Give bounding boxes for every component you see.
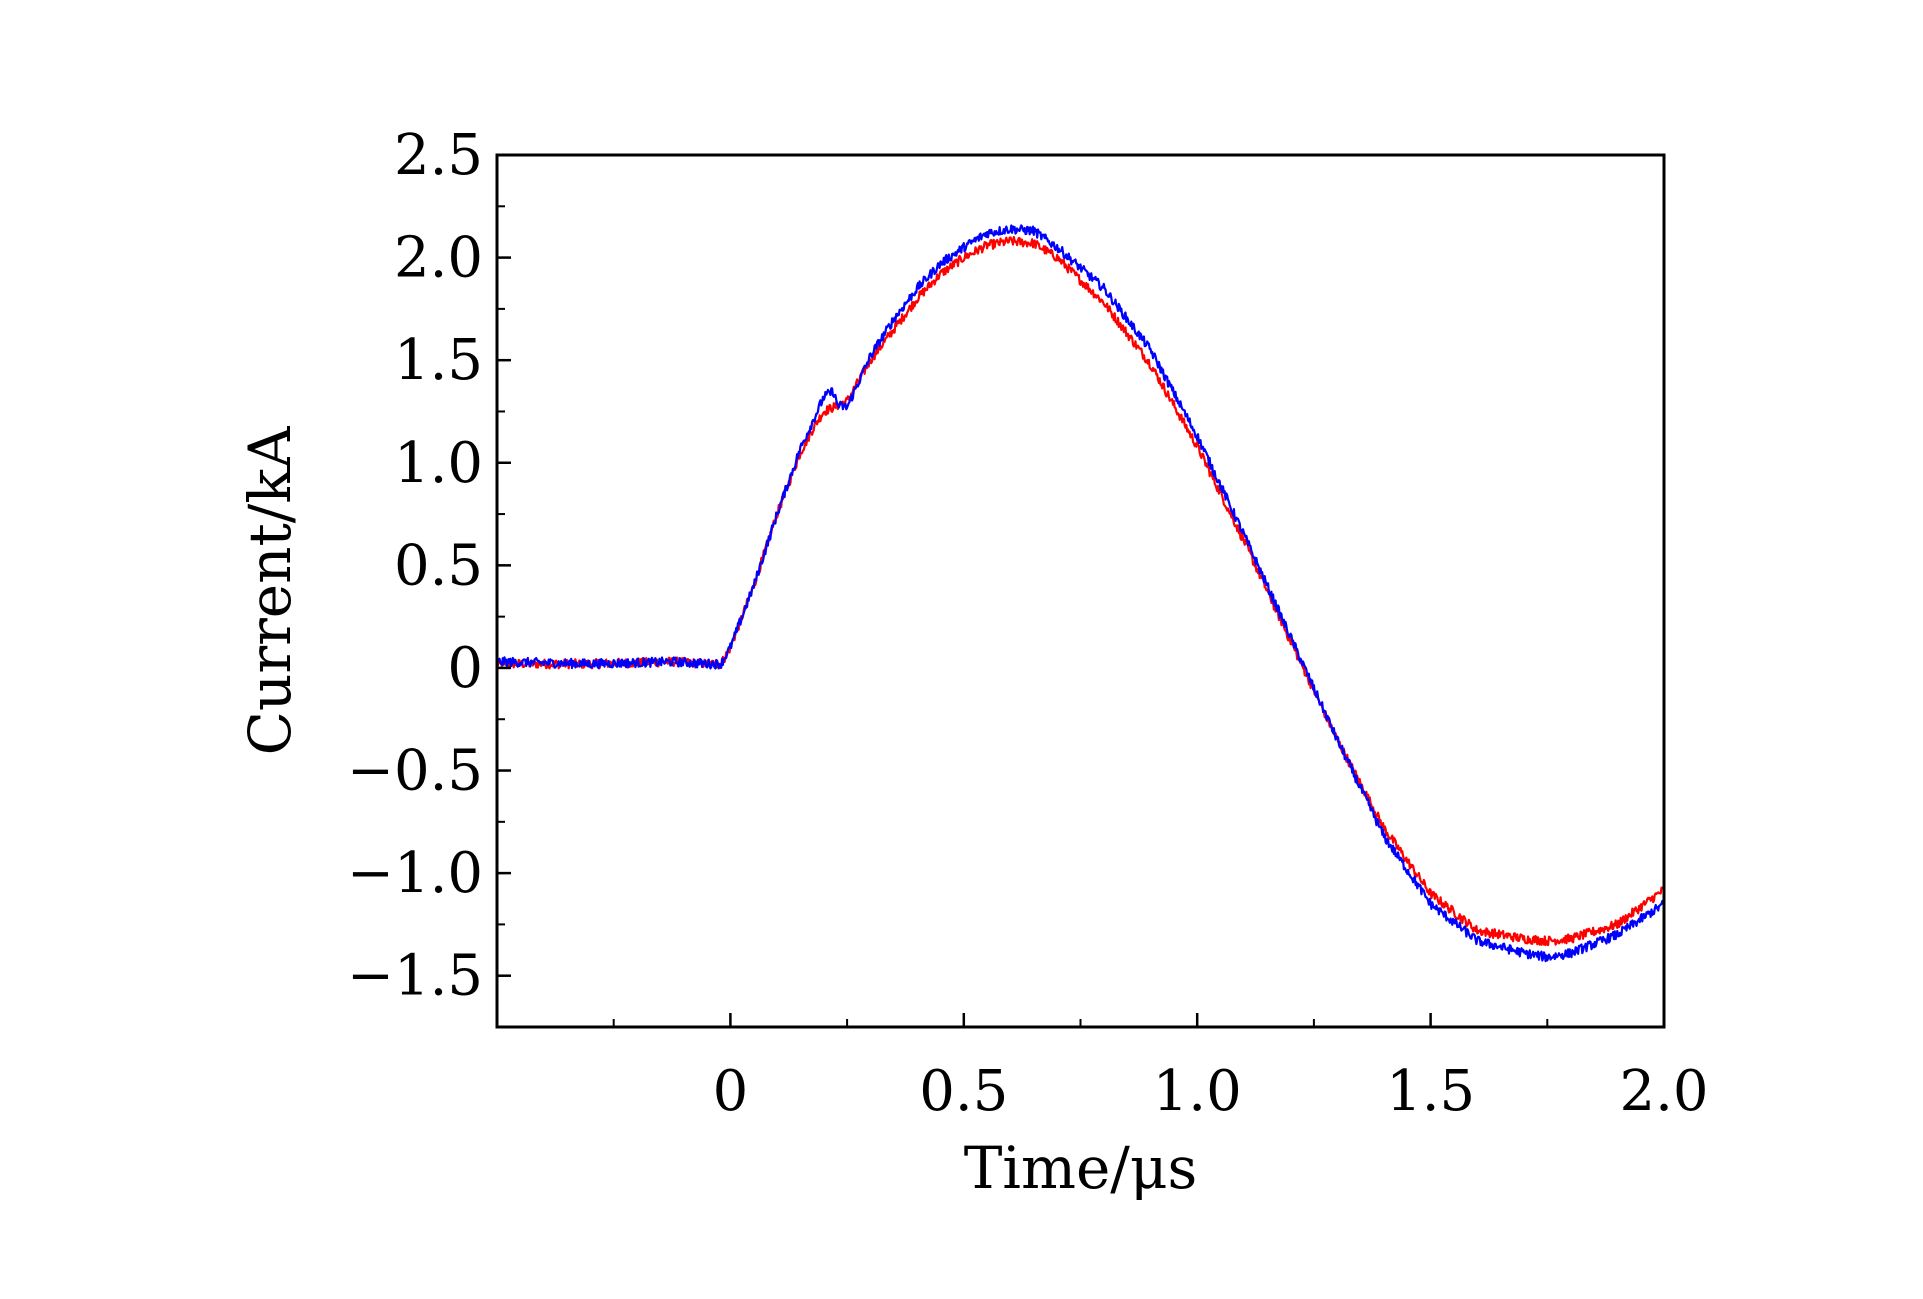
series-layer [495,224,1665,963]
y-tick-label: −1.0 [347,841,483,906]
x-tick-label: 1.5 [1386,1059,1475,1124]
y-tick-label: 2.5 [394,123,483,188]
tick-layer: 0 0.5 1.0 1.5 2.0 2.5 2.0 1.5 1.0 0.5 0 −0.5 −1.0 −1.… [347,123,1709,1124]
x-tick-label: 1.0 [1153,1059,1242,1124]
y-tick-label: 1.5 [394,328,483,393]
y-tick-label: 2.0 [394,226,483,291]
x-axis-title: Time/μs [964,1134,1198,1202]
y-tick-label: 0 [447,636,483,701]
series-line-1 [495,235,1665,947]
series-line-2 [495,224,1665,963]
y-tick-label: 1.0 [394,431,483,496]
y-tick-label: −1.5 [347,944,483,1009]
plot-frame [495,153,1666,1029]
y-tick-label: 0.5 [394,533,483,598]
y-axis-title: Current/kA [236,426,304,756]
x-tick-label: 2.0 [1619,1059,1708,1124]
y-tick-label: −0.5 [347,739,483,804]
x-tick-label: 0.5 [919,1059,1008,1124]
x-tick-label: 0 [713,1059,749,1124]
